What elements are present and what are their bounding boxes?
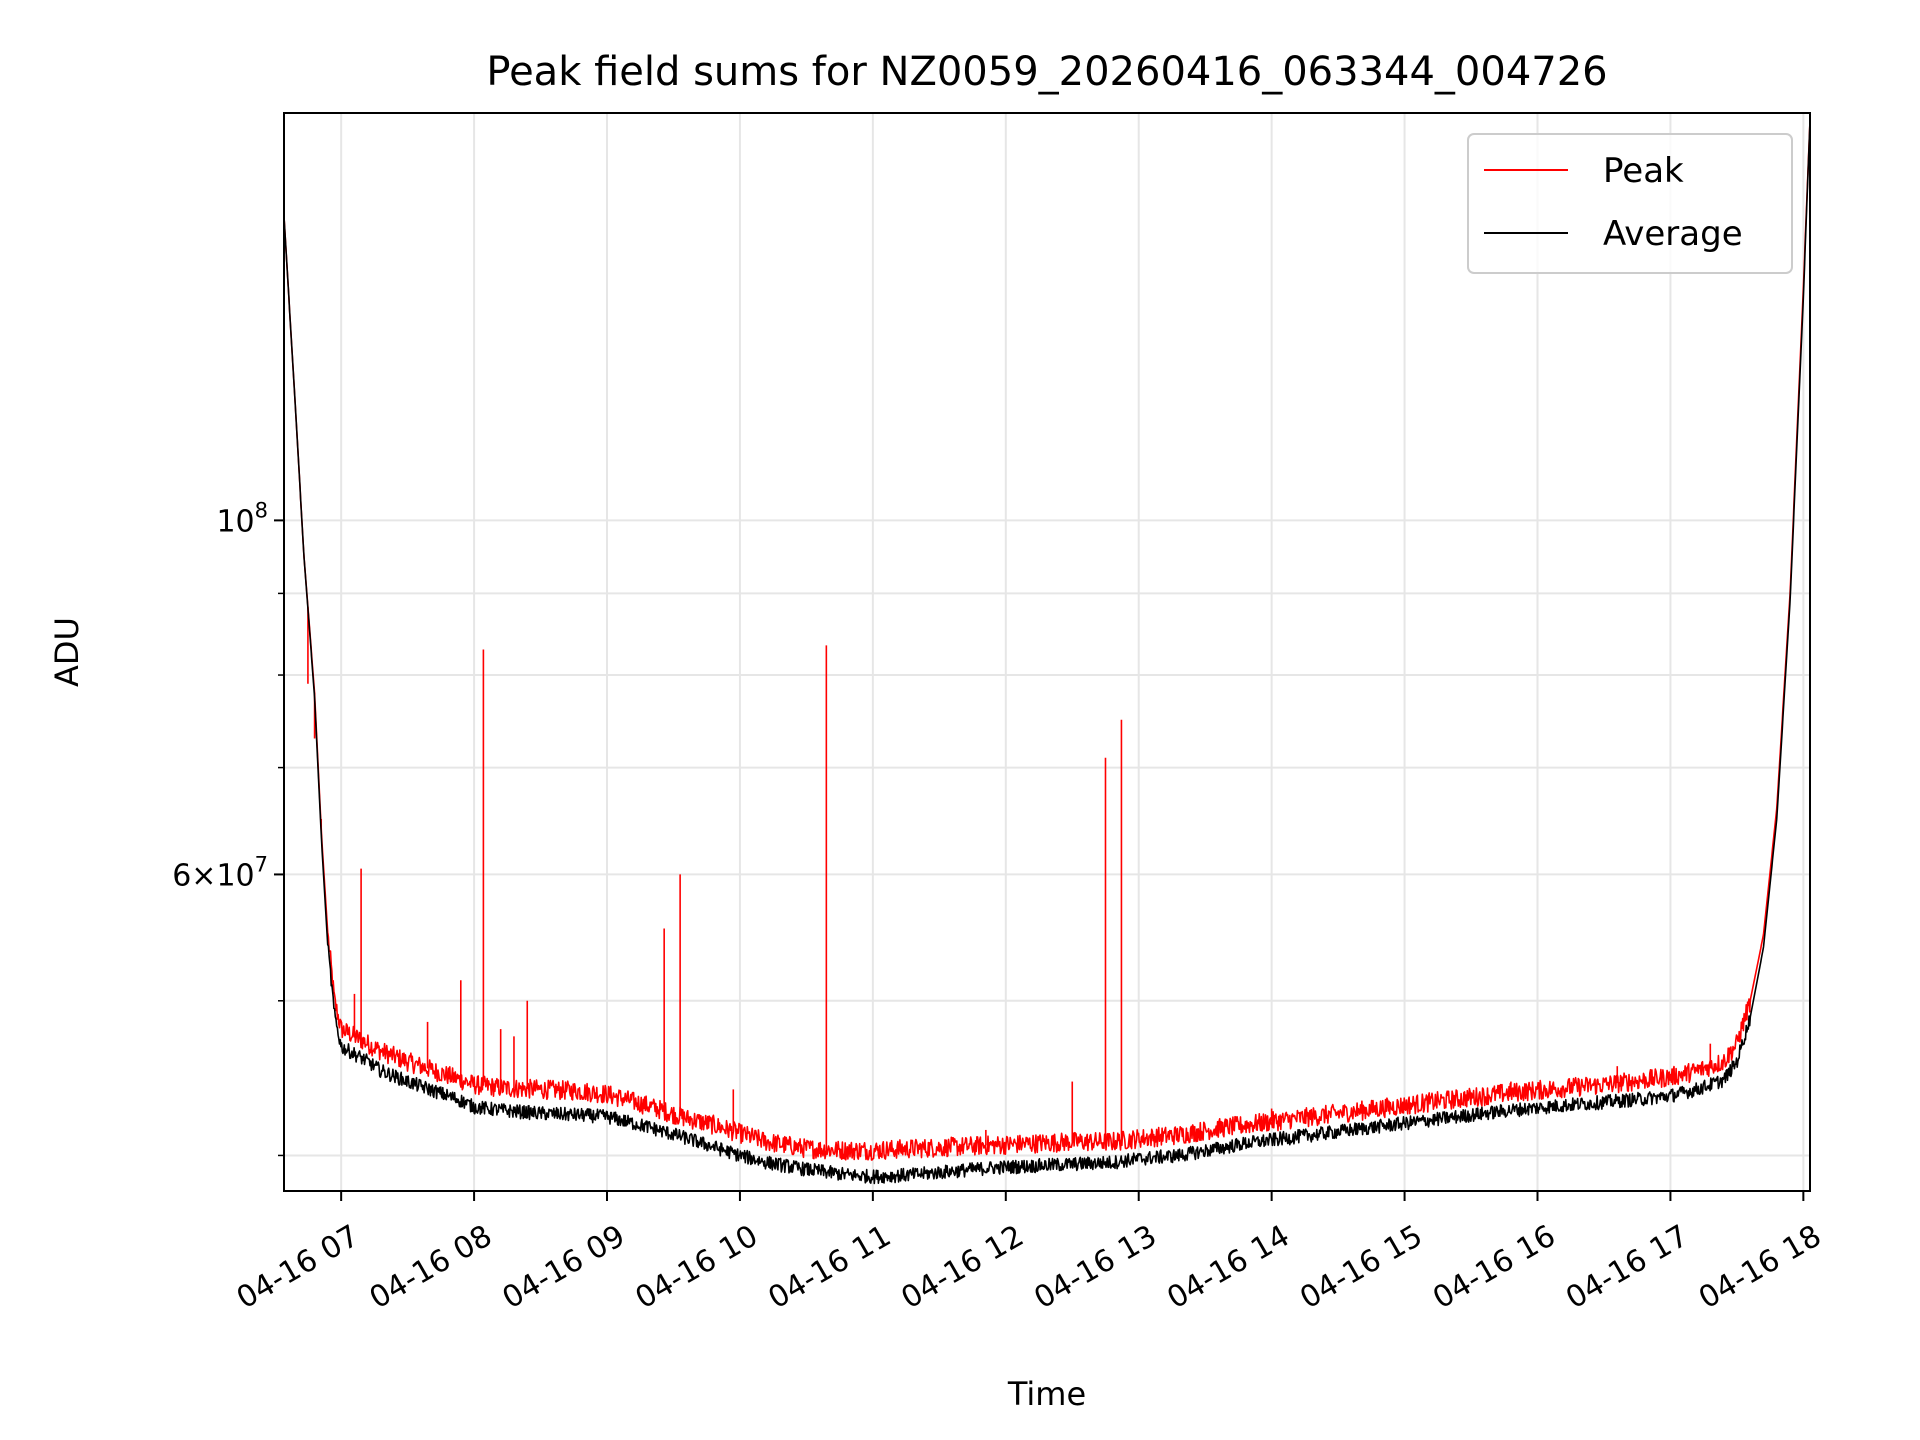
series-layer — [284, 120, 1810, 1185]
y-tick-label: 6×107 — [172, 852, 268, 893]
chart-title: Peak field sums for NZ0059_20260416_0633… — [486, 49, 1607, 95]
legend-box — [1467, 133, 1793, 274]
plot-frame — [283, 112, 1811, 1192]
average-series-line — [284, 120, 1810, 1185]
peak-series-line — [284, 120, 1810, 1161]
legend: Peak Average — [1467, 133, 1793, 274]
y-axis-label: ADU — [48, 617, 86, 687]
legend-average-label: Average — [1603, 214, 1743, 254]
legend-peak-label: Peak — [1603, 151, 1684, 191]
x-axis-label: Time — [1007, 1375, 1086, 1413]
grid — [284, 113, 1810, 1191]
y-axis: 108 6×107 — [172, 498, 284, 1157]
y-tick-label: 108 — [216, 498, 268, 539]
